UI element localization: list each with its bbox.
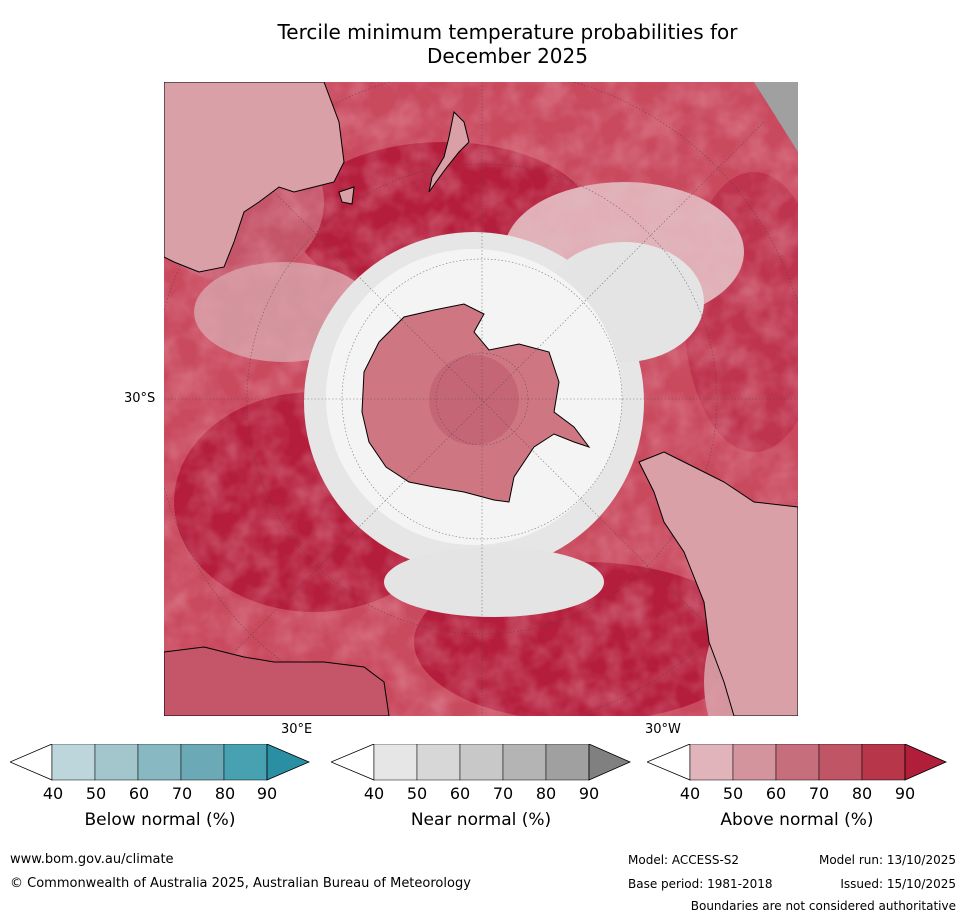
near-tick: 60 (449, 784, 471, 803)
footer-disclaimer: Boundaries are not considered authoritat… (690, 899, 956, 913)
footer-website-link[interactable]: www.bom.gov.au/climate (10, 852, 174, 867)
below-bin-40-50 (51, 743, 96, 781)
colorbar-above-swatches (645, 743, 947, 781)
footer-base-period: Base period: 1981-2018 (628, 877, 773, 891)
near-tick: 40 (363, 784, 385, 803)
near-bin-80-90 (545, 743, 590, 781)
above-bin-80-90 (861, 743, 906, 781)
near-tick: 50 (406, 784, 428, 803)
near-bin-70-80 (502, 743, 547, 781)
south-pole-zone (429, 355, 519, 445)
australia (164, 82, 345, 273)
above-tick: 80 (851, 784, 873, 803)
near-tick: 80 (535, 784, 557, 803)
above-bin-60-70 (775, 743, 820, 781)
above-tick: 60 (765, 784, 787, 803)
lon-label-30e: 30°E (281, 722, 313, 737)
below-bin-60-70 (137, 743, 182, 781)
above-normal-label: Above normal (%) (720, 810, 874, 830)
below-tick: 90 (256, 784, 278, 803)
title-line-2: December 2025 (427, 44, 588, 68)
below-normal-label: Below normal (%) (84, 810, 236, 830)
below-tick: 70 (171, 784, 193, 803)
above-bin-70-80 (818, 743, 863, 781)
new-zealand (428, 110, 470, 193)
near-normal-label: Near normal (%) (410, 810, 552, 830)
corner-grey (754, 82, 798, 152)
below-over-triangle (266, 743, 311, 781)
graticule-lon-4 (203, 121, 765, 683)
colorbar-near-swatches (329, 743, 631, 781)
above-bin-50-60 (732, 743, 777, 781)
near-bin-50-60 (416, 743, 461, 781)
lon-label-30w: 30°W (645, 722, 681, 737)
footer-copyright: © Commonwealth of Australia 2025, Austra… (10, 876, 471, 891)
above-tick: 50 (722, 784, 744, 803)
near-bin-40-50 (373, 743, 418, 781)
probability-map (164, 82, 798, 716)
below-bin-70-80 (180, 743, 225, 781)
footer-model: Model: ACCESS-S2 (628, 853, 740, 867)
below-bin-50-60 (94, 743, 139, 781)
south-america (638, 451, 798, 716)
above-over-triangle (904, 743, 947, 781)
below-tick: 50 (85, 784, 107, 803)
below-tick: 60 (128, 784, 150, 803)
near-under-triangle (329, 743, 375, 781)
map-title: Tercile minimum temperature probabilitie… (0, 20, 965, 68)
tasmania (338, 186, 355, 205)
title-line-1: Tercile minimum temperature probabilitie… (277, 20, 738, 44)
colorbar-above-normal: 40 50 60 70 80 90 Above normal (%) (645, 743, 947, 854)
colorbar-below-swatches (8, 743, 311, 781)
above-tick: 90 (894, 784, 916, 803)
above-under-triangle (645, 743, 691, 781)
near-tick: 90 (578, 784, 600, 803)
footer-model-run: Model run: 13/10/2025 (818, 853, 956, 867)
near-tick: 70 (492, 784, 514, 803)
near-normal-patch-s (384, 547, 604, 617)
colorbar-near-normal: 40 50 60 70 80 90 Near normal (%) (329, 743, 631, 854)
near-over-triangle (588, 743, 631, 781)
above-bin-40-50 (689, 743, 734, 781)
lat-label-30s: 30°S (124, 391, 156, 406)
footer-issued: Issued: 15/10/2025 (840, 877, 956, 891)
above-tick: 40 (679, 784, 701, 803)
below-tick: 80 (214, 784, 236, 803)
africa (164, 646, 390, 716)
below-under-triangle (8, 743, 53, 781)
above-tick: 70 (808, 784, 830, 803)
colorbar-below-normal: 40 50 60 70 80 90 Below normal (%) (8, 743, 311, 854)
graticule-lat-2 (341, 258, 623, 540)
near-bin-60-70 (459, 743, 504, 781)
below-tick: 40 (42, 784, 64, 803)
below-bin-80-90 (223, 743, 268, 781)
